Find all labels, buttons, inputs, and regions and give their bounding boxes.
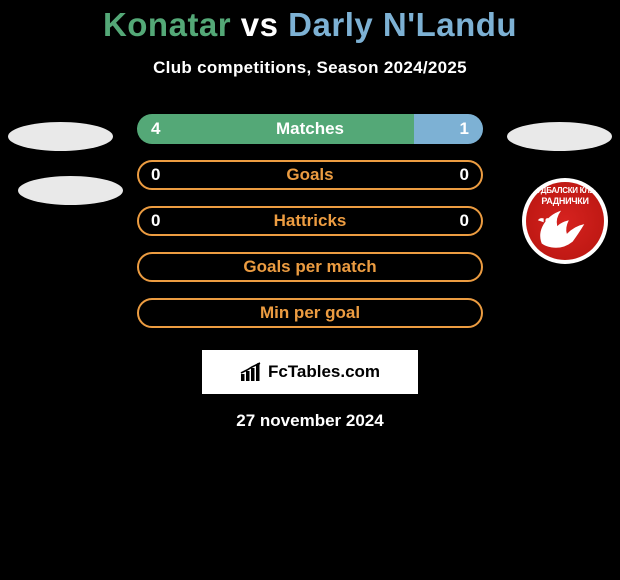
club-badge-text-top: ФУДБАЛСКИ КЛУБ <box>522 186 608 195</box>
stat-row: Goals per match <box>137 252 483 282</box>
brand-box: FcTables.com <box>202 350 418 394</box>
player1-club-placeholder <box>18 176 123 205</box>
player2-club-badge: ФУДБАЛСКИ КЛУБ РАДНИЧКИ <box>522 178 608 264</box>
stat-bars: 4 1 Matches 0 0 Goals 0 0 Hattricks Goals per mat… <box>137 114 483 328</box>
player2-avatar-placeholder <box>507 122 612 151</box>
stat-row: Min per goal <box>137 298 483 328</box>
player1-avatar-placeholder <box>8 122 113 151</box>
bar-label: Hattricks <box>274 211 347 231</box>
bar-value-right: 0 <box>460 165 469 185</box>
bar-label: Matches <box>276 119 344 139</box>
date-line: 27 november 2024 <box>0 411 620 431</box>
player2-name: Darly N'Landu <box>288 6 517 43</box>
brand-text: FcTables.com <box>268 362 380 382</box>
bar-value-left: 4 <box>151 119 160 139</box>
brand-chart-icon <box>240 362 264 382</box>
bar-value-left: 0 <box>151 211 160 231</box>
bar-label: Goals <box>286 165 333 185</box>
comparison-title: Konatar vs Darly N'Landu <box>0 0 620 44</box>
bar-label: Goals per match <box>243 257 376 277</box>
stat-row: 0 0 Goals <box>137 160 483 190</box>
club-eagle-icon <box>534 204 592 254</box>
bar-label: Min per goal <box>260 303 360 323</box>
bar-value-right: 1 <box>460 119 469 139</box>
stat-row: 4 1 Matches <box>137 114 483 144</box>
stat-row: 0 0 Hattricks <box>137 206 483 236</box>
subtitle: Club competitions, Season 2024/2025 <box>0 58 620 78</box>
vs-text: vs <box>231 6 288 43</box>
bar-value-left: 0 <box>151 165 160 185</box>
bar-fill-right <box>414 114 483 144</box>
player1-name: Konatar <box>103 6 231 43</box>
bar-value-right: 0 <box>460 211 469 231</box>
